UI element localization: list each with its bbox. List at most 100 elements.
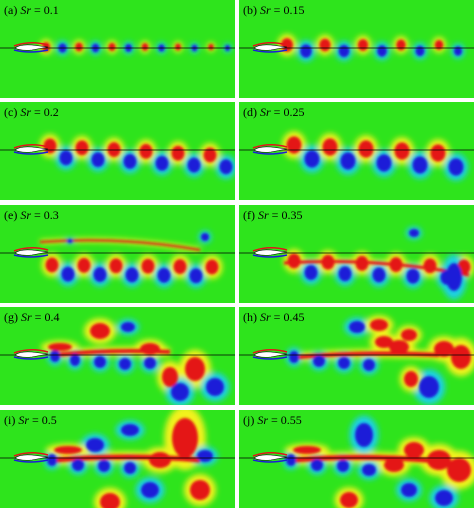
vortex: [140, 343, 160, 355]
boundary-layer: [252, 349, 288, 354]
panel-value: = 0.2: [34, 105, 59, 119]
field-panel: (i) Sr = 0.5: [0, 410, 235, 508]
vortex: [355, 423, 373, 447]
vortex: [124, 462, 136, 474]
boundary-layer: [13, 459, 49, 463]
vorticity: [0, 134, 235, 179]
airfoil: [14, 249, 49, 256]
vortex: [394, 142, 410, 160]
vortex: [435, 490, 453, 506]
panel-letter: (c): [4, 105, 17, 119]
airfoil: [14, 454, 49, 461]
vortex: [300, 44, 312, 58]
panel-label: (h) Sr = 0.45: [243, 310, 304, 324]
vortex: [362, 464, 376, 476]
vortex: [59, 150, 73, 166]
panel-symbol: Sr: [20, 3, 31, 17]
panel-letter: (b): [243, 3, 257, 17]
vortex: [121, 424, 139, 436]
vortex: [363, 359, 375, 371]
vortex: [75, 140, 89, 156]
panel-label: (c) Sr = 0.2: [4, 105, 59, 119]
vortex: [286, 136, 302, 154]
boundary-layer: [252, 254, 288, 258]
vortex: [187, 157, 201, 173]
vortex: [451, 345, 471, 369]
vortex: [185, 357, 205, 381]
vortex: [75, 42, 83, 52]
vortex: [313, 355, 325, 367]
vortex: [340, 492, 358, 508]
vortex: [404, 442, 424, 458]
vortex: [419, 376, 439, 398]
boundary-layer: [252, 151, 288, 155]
panel-label: (b) Sr = 0.15: [243, 3, 304, 17]
vortex: [45, 257, 59, 273]
vortex: [338, 357, 350, 369]
field-panel: (d) Sr = 0.25: [239, 102, 474, 200]
vorticity: [0, 230, 235, 288]
boundary-layer: [13, 452, 49, 457]
cores: [39, 233, 219, 284]
panel-value: = 0.45: [274, 310, 305, 324]
boundary-layer: [252, 452, 288, 457]
cores: [283, 229, 471, 291]
halos: [39, 39, 232, 56]
cores: [43, 138, 233, 175]
panel-letter: (g): [4, 310, 18, 324]
vortex: [321, 254, 335, 270]
vortex: [338, 44, 350, 58]
vortex: [406, 268, 420, 284]
vortex: [172, 418, 198, 458]
panel-label: (f) Sr = 0.35: [243, 208, 302, 222]
panel-value: = 0.55: [271, 413, 302, 427]
vorticity: [0, 39, 235, 56]
vortex: [358, 140, 374, 158]
panel-symbol: Sr: [258, 208, 269, 222]
vortex: [372, 267, 386, 283]
vortex: [340, 152, 356, 170]
airfoil: [253, 44, 288, 51]
airfoil: [14, 351, 49, 358]
vortex: [197, 450, 213, 462]
vortex: [54, 446, 82, 454]
vortex: [377, 45, 387, 57]
vortex: [67, 239, 73, 243]
vortex: [430, 144, 446, 162]
field-panel: (a) Sr = 0.1: [0, 0, 235, 98]
airfoil: [253, 146, 288, 153]
vortex: [94, 356, 106, 368]
vortex: [349, 321, 365, 333]
vortex: [409, 229, 419, 237]
field-panel: (g) Sr = 0.4: [0, 307, 235, 405]
vorticity: [239, 131, 474, 181]
panel-value: = 0.1: [34, 3, 59, 17]
panel-label: (a) Sr = 0.1: [4, 3, 59, 17]
vortex: [389, 340, 409, 354]
vortex: [86, 438, 104, 452]
panel-value: = 0.5: [32, 413, 57, 427]
vortex: [205, 259, 219, 275]
vortex: [427, 450, 451, 470]
airfoil: [14, 146, 49, 153]
panel-letter: (e): [4, 208, 17, 222]
vortex: [453, 46, 463, 56]
panel-label: (e) Sr = 0.3: [4, 208, 59, 222]
shear-band: [54, 454, 201, 463]
vortex: [50, 350, 60, 362]
cores: [289, 319, 471, 398]
panel-label: (i) Sr = 0.5: [4, 413, 57, 427]
panel-value: = 0.25: [274, 105, 305, 119]
vortex: [389, 257, 403, 273]
vortex: [289, 351, 299, 363]
vortex: [375, 336, 393, 348]
vortex: [47, 454, 57, 466]
vortex: [311, 459, 323, 471]
vortex: [304, 265, 318, 281]
vortex: [376, 154, 392, 172]
vortex: [77, 257, 91, 273]
panel-symbol: Sr: [18, 413, 29, 427]
boundary-layer: [13, 356, 49, 360]
vortex: [322, 138, 338, 156]
vortex: [190, 480, 210, 500]
